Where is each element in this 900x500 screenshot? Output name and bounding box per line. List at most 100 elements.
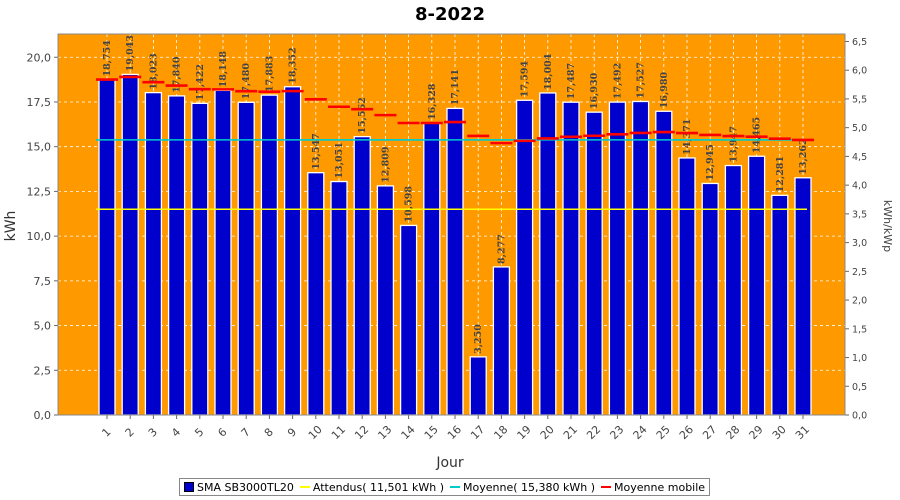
x-tick-label: 15: [422, 423, 441, 442]
y2-tick-label: 2,0: [852, 296, 867, 307]
y2-tick-label: 1,0: [852, 353, 867, 364]
x-tick-label: 28: [723, 423, 742, 442]
bar: [191, 102, 209, 416]
x-tick-label: 16: [445, 423, 464, 442]
bar: [608, 101, 627, 416]
y-axis-title: kWh: [3, 211, 19, 242]
legend-swatch-moving-average: [601, 486, 612, 488]
x-tick-label: 29: [747, 423, 766, 442]
bar: [678, 157, 696, 416]
x-tick-label: 17: [468, 423, 487, 442]
bar: [631, 100, 650, 416]
x-tick-label: 22: [584, 423, 603, 442]
x-tick-label: 26: [677, 423, 696, 442]
x-tick-label: 21: [561, 423, 580, 442]
bar: [492, 266, 511, 416]
data-label: 16,980: [659, 72, 670, 109]
y2-tick-label: 6,0: [852, 66, 867, 77]
data-label: 17,594: [520, 61, 531, 98]
bar: [655, 110, 673, 416]
bar: [237, 101, 255, 416]
y2-tick-label: 2,5: [852, 267, 867, 278]
bar: [399, 224, 418, 416]
bar: [562, 101, 580, 416]
y2-tick-label: 0,5: [852, 382, 867, 393]
y2-axis-title: kWh/kWp: [881, 200, 894, 252]
y-tick-label: 17,5: [27, 96, 52, 109]
x-tick-label: 23: [607, 423, 626, 442]
data-label: 17,883: [264, 56, 275, 92]
data-label: 16,328: [427, 83, 438, 120]
y-tick-label: 15,0: [27, 141, 52, 154]
data-label: 18,148: [218, 51, 229, 88]
x-tick-label: 27: [700, 423, 719, 442]
y-tick-label: 0,0: [34, 409, 52, 422]
bar: [747, 155, 766, 416]
bar: [585, 111, 603, 416]
data-label: 13,547: [311, 133, 322, 169]
data-label: 17,480: [241, 63, 252, 100]
x-tick-label: 20: [538, 423, 557, 442]
data-label: 19,043: [125, 35, 136, 71]
bar: [144, 91, 163, 416]
legend: SMA SB3000TL20 Attendus( 11,501 kWh ) Mo…: [179, 478, 711, 496]
y2-tick-label: 4,0: [852, 181, 867, 192]
x-tick-label: 3: [146, 425, 160, 439]
y-tick-label: 7,5: [34, 275, 52, 288]
x-tick-label: 10: [306, 423, 325, 442]
data-label: 13,262: [798, 138, 809, 174]
y2-tick-label: 1,5: [852, 324, 867, 335]
data-label: 17,422: [195, 64, 206, 100]
bar: [214, 89, 232, 416]
bar: [260, 94, 279, 416]
data-label: 3,250: [473, 324, 484, 354]
data-label: 13,947: [728, 126, 739, 162]
legend-item-expected: Attendus( 11,501 kWh ): [299, 480, 445, 494]
legend-item-moving-average: Moyenne mobile: [601, 481, 705, 494]
bar: [423, 122, 441, 416]
data-label: 12,281: [775, 156, 786, 192]
x-tick-label: 24: [631, 423, 650, 442]
x-tick-label: 1: [99, 425, 113, 439]
data-label: 17,141: [450, 69, 461, 105]
x-tick-label: 5: [192, 425, 206, 439]
legend-label-expected: Attendus( 11,501 kWh ): [312, 480, 445, 494]
bar: [330, 180, 348, 416]
x-tick-label: 6: [215, 425, 229, 439]
bar: [724, 164, 743, 416]
data-label: 8,277: [496, 234, 507, 264]
y2-tick-label: 5,0: [852, 123, 867, 134]
x-tick-label: 12: [352, 423, 371, 442]
data-label: 18,754: [102, 40, 113, 77]
y2-tick-label: 5,5: [852, 94, 867, 105]
chart-title: 8-2022: [415, 4, 485, 25]
data-labels: 18,754 19,043 18,023 17,840 17,422 18,148 17,4…: [96, 35, 809, 354]
bar: [121, 73, 139, 416]
x-tick-label: 11: [329, 423, 348, 442]
axes: 0,02,55,07,510,012,515,017,520,00,00,51,…: [27, 33, 867, 442]
data-label: 15,562: [357, 97, 368, 133]
x-tick-label: 8: [262, 425, 276, 439]
y2-tick-label: 4,5: [852, 152, 867, 163]
legend-label-moving-average: Moyenne mobile: [614, 480, 706, 494]
y-tick-label: 12,5: [27, 185, 52, 198]
legend-swatch-expected: [299, 486, 310, 488]
bar: [469, 356, 487, 416]
y-tick-label: 10,0: [27, 230, 52, 243]
bar: [539, 92, 557, 416]
bar: [771, 194, 789, 416]
data-label: 18,352: [288, 47, 299, 83]
y-tick-label: 20,0: [27, 51, 52, 64]
x-tick-label: 25: [654, 423, 673, 442]
bar: [446, 107, 464, 416]
x-axis-title: Jour: [435, 455, 464, 471]
data-label: 17,840: [172, 56, 183, 93]
plot-border: [57, 33, 846, 416]
bar: [701, 182, 719, 416]
x-tick-label: 7: [239, 425, 253, 439]
bar: [353, 135, 371, 416]
legend-label-production: SMA SB3000TL20: [197, 480, 294, 494]
bar: [283, 86, 302, 416]
x-tick-label: 2: [123, 425, 137, 439]
